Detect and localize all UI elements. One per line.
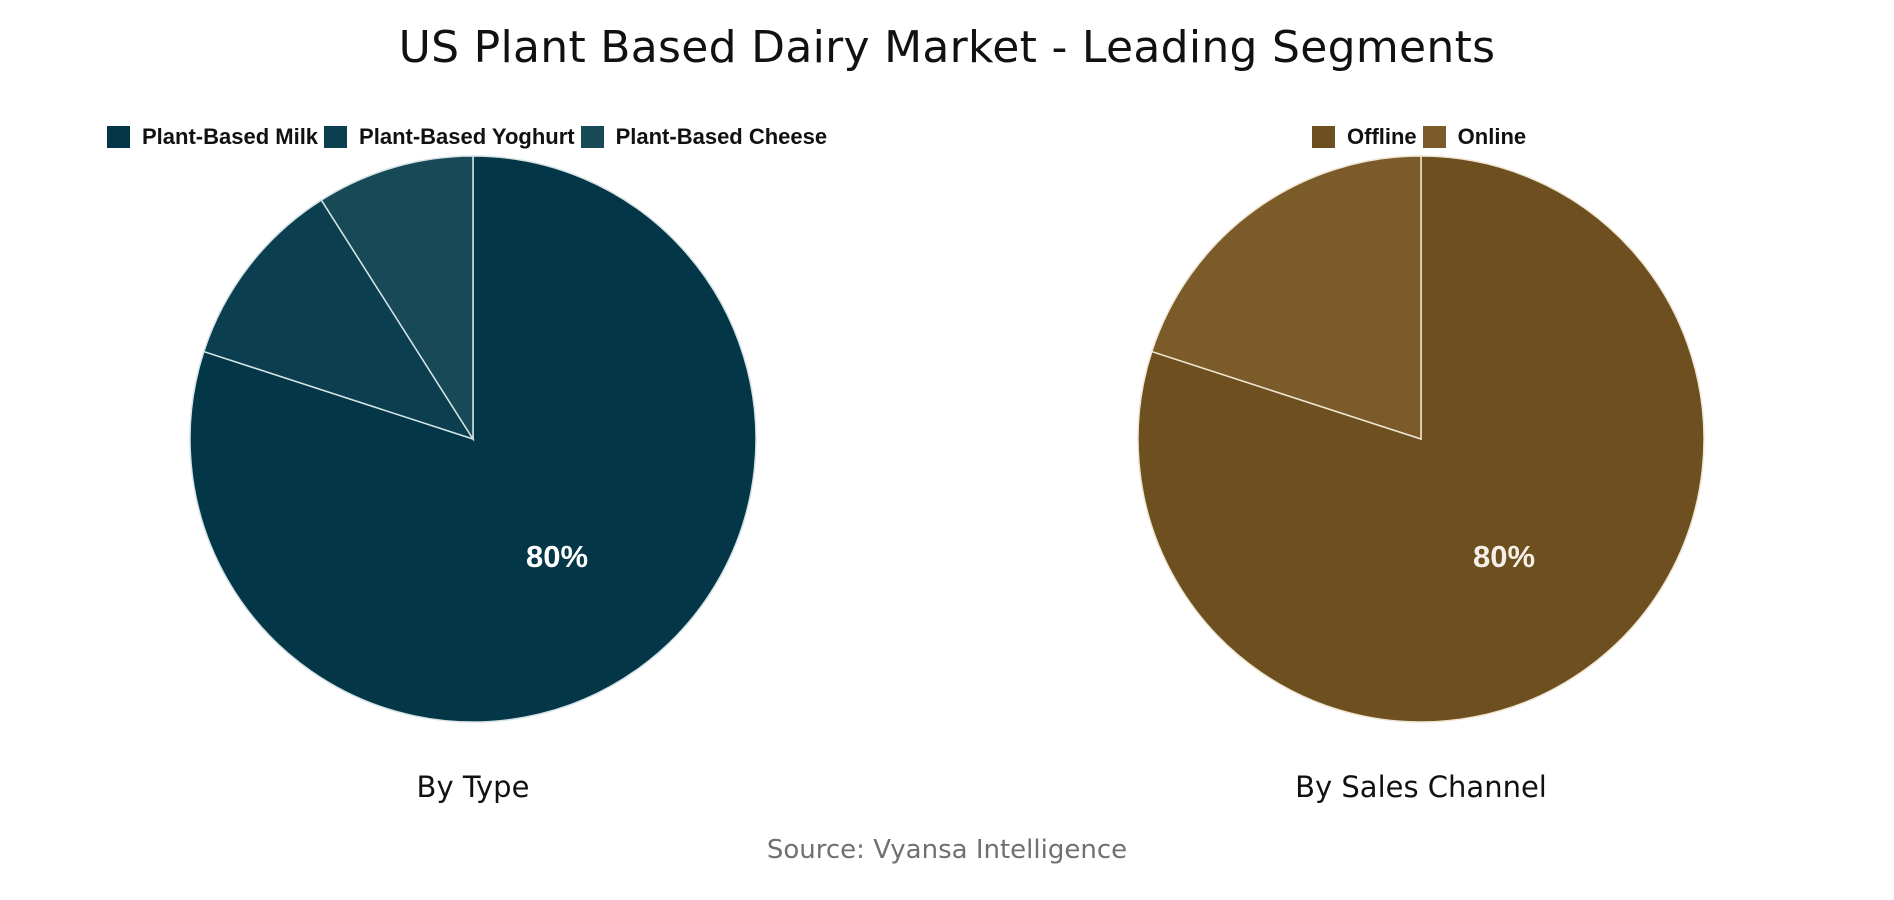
chart-title: US Plant Based Dairy Market - Leading Se… <box>398 22 1496 73</box>
legend-swatch-milk <box>107 126 130 148</box>
legend-label: Offline <box>1347 124 1417 149</box>
legend-item-offline[interactable]: Offline <box>1312 124 1417 150</box>
legend-label: Plant-Based Cheese <box>615 124 828 149</box>
pie-slice-plant-based-yoghurt[interactable] <box>202 199 475 441</box>
legend-by-type: Plant-Based Milk Plant-Based Yoghurt Pla… <box>107 124 833 150</box>
legend-item-online[interactable]: Online <box>1422 124 1527 150</box>
pie-slice-online[interactable] <box>1150 155 1422 441</box>
pie-label-offline: 80% <box>1473 539 1535 574</box>
legend-label: Online <box>1457 124 1527 149</box>
source-note: Source: Vyansa Intelligence <box>766 835 1128 865</box>
pie-chart-by-type <box>189 155 757 723</box>
legend-item-plant-based-yoghurt[interactable]: Plant-Based Yoghurt <box>324 124 575 150</box>
legend-by-sales-channel: Offline Online <box>1312 124 1532 150</box>
pie-chart-by-sales-channel <box>1137 155 1705 723</box>
legend-label: Plant-Based Yoghurt <box>359 124 575 149</box>
pie-label-milk: 80% <box>526 539 588 574</box>
legend-swatch-yoghurt <box>324 126 348 148</box>
subtitle-by-sales-channel: By Sales Channel <box>1295 770 1547 804</box>
legend-swatch-offline <box>1312 126 1335 148</box>
legend-swatch-cheese <box>580 126 604 148</box>
legend-item-plant-based-milk[interactable]: Plant-Based Milk <box>107 124 318 150</box>
legend-item-plant-based-cheese[interactable]: Plant-Based Cheese <box>580 124 828 150</box>
pie-slice-plant-based-cheese[interactable] <box>320 155 474 442</box>
legend-label: Plant-Based Milk <box>142 124 319 149</box>
subtitle-by-type: By Type <box>416 770 530 804</box>
legend-swatch-online <box>1422 126 1446 148</box>
